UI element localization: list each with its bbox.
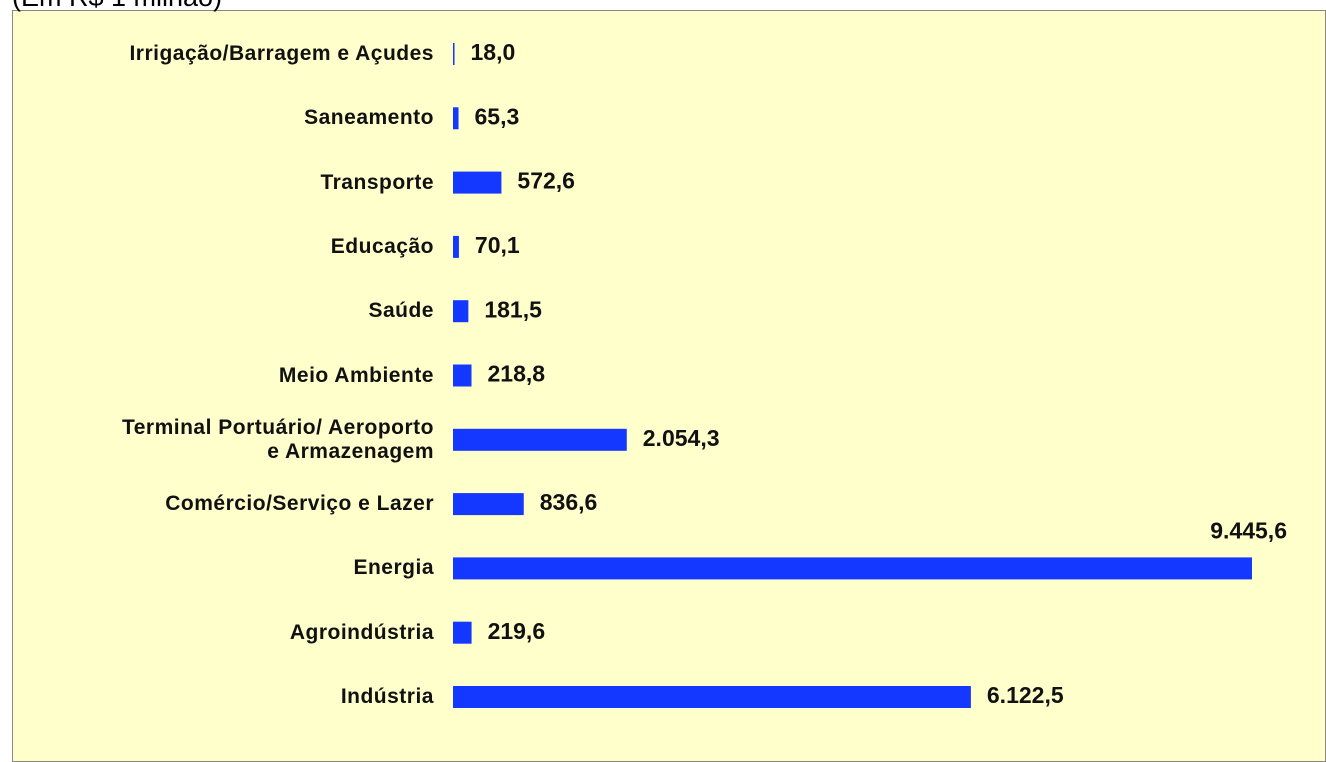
category-label: Saneamento <box>304 106 434 130</box>
value-label: 70,1 <box>475 232 520 258</box>
category-label: Saúde <box>368 299 434 323</box>
value-label: 218,8 <box>488 361 546 387</box>
bar <box>453 493 524 516</box>
value-label: 6.122,5 <box>987 682 1064 708</box>
value-label: 836,6 <box>540 489 598 515</box>
chart-subtitle: (Em R$ 1 milhão) <box>12 0 222 13</box>
value-label: 219,6 <box>488 618 546 644</box>
value-label: 572,6 <box>517 168 575 194</box>
bar <box>453 107 459 130</box>
category-label: Energia <box>353 556 434 580</box>
category-label: Indústria <box>340 685 434 708</box>
bar <box>453 621 472 644</box>
value-label: 181,5 <box>484 296 542 322</box>
category-label: Educação <box>330 234 434 258</box>
bar <box>453 364 472 387</box>
bar <box>453 300 469 323</box>
value-label: 65,3 <box>475 103 520 129</box>
bar <box>453 557 1252 580</box>
value-label: 18,0 <box>471 39 516 65</box>
value-label: 9.445,6 <box>1210 517 1287 543</box>
category-label: Agroindústria <box>289 620 434 644</box>
bar <box>453 43 455 65</box>
category-label: Comércio/Serviço e Lazer <box>165 492 434 516</box>
category-label: Transporte <box>320 170 434 194</box>
category-label: Terminal Portuário/ Aeroporto e Armazena… <box>121 415 434 463</box>
bar <box>453 686 971 708</box>
bar <box>453 235 459 258</box>
value-label: 2.054,3 <box>643 425 720 451</box>
bar <box>453 428 627 451</box>
bar <box>453 171 502 194</box>
category-label: Meio Ambiente <box>278 363 434 387</box>
category-label: Irrigação/Barragem e Açudes <box>129 42 434 65</box>
plot-background <box>12 10 1326 762</box>
